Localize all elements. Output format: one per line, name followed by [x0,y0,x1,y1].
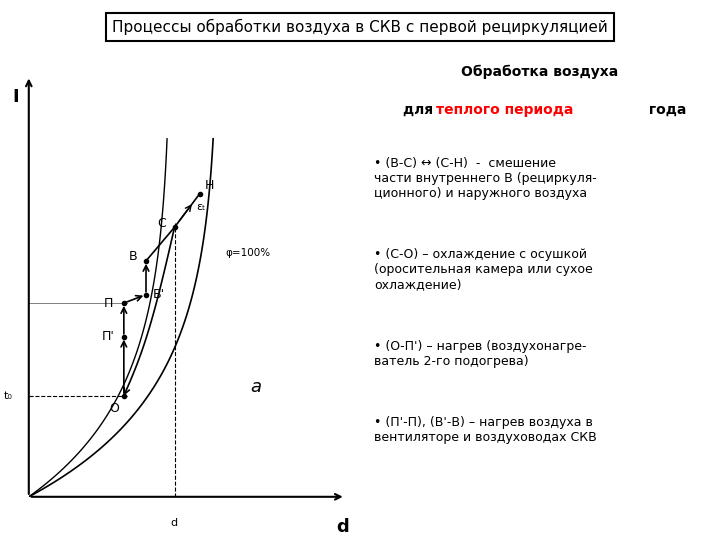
Text: В: В [129,250,138,263]
Text: С: С [158,217,166,230]
Text: d: d [336,518,348,536]
Text: • (П'-П), (В'-В) – нагрев воздуха в
вентиляторе и воздуховодах СКВ: • (П'-П), (В'-В) – нагрев воздуха в вент… [374,416,597,444]
Text: φ=100%: φ=100% [225,247,270,258]
Text: Процессы обработки воздуха в СКВ с первой рециркуляцией: Процессы обработки воздуха в СКВ с перво… [112,19,608,35]
Text: Обработка воздуха: Обработка воздуха [462,65,618,79]
Text: t₀: t₀ [4,391,13,401]
Text: года: года [644,103,687,117]
Text: Н: Н [204,179,214,192]
Text: a: a [251,377,261,395]
Text: В': В' [153,288,165,301]
Text: O: O [109,402,120,415]
Text: • (С-О) – охлаждение с осушкой
(оросительная камера или сухое
охлаждение): • (С-О) – охлаждение с осушкой (оросител… [374,248,593,292]
Text: для: для [403,103,438,117]
Text: d⁣: d⁣ [171,518,178,528]
Text: • (В-С) ↔ (С-Н)  -  смешение
части внутреннего В (рециркуля-
ционного) и наружно: • (В-С) ↔ (С-Н) - смешение части внутрен… [374,157,597,200]
Text: • (О-П') – нагрев (воздухонагре-
ватель 2-го подогрева): • (О-П') – нагрев (воздухонагре- ватель … [374,340,587,368]
Text: теплого периода: теплого периода [436,103,573,117]
Text: П': П' [102,330,114,343]
Text: П: П [103,296,113,309]
Text: εₜ: εₜ [197,202,206,212]
Text: I: I [13,88,19,106]
